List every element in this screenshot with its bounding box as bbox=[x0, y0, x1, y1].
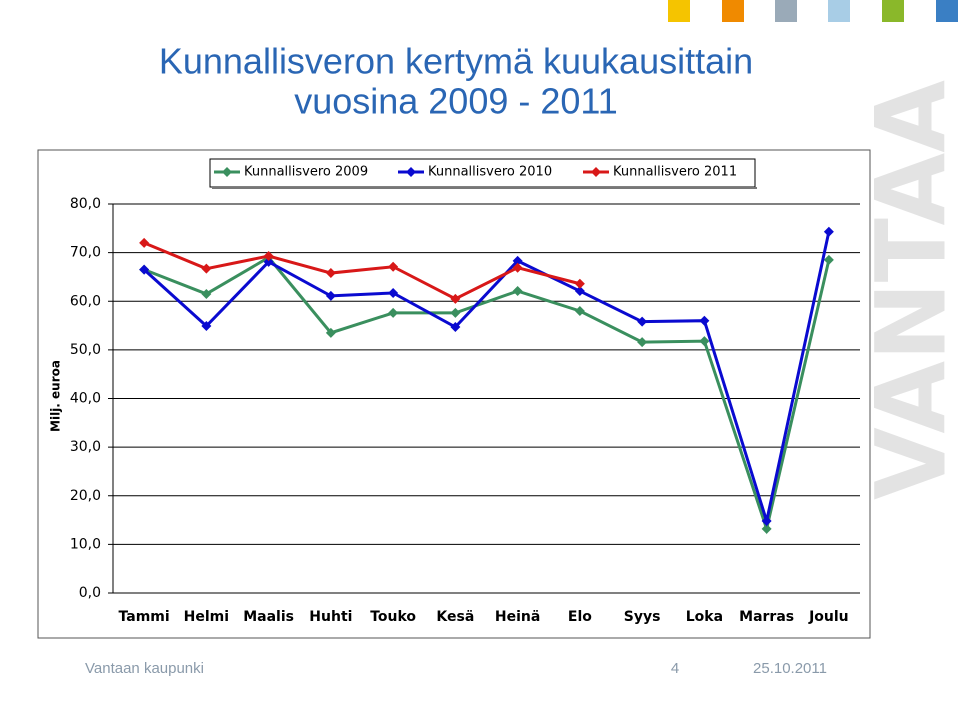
point-marker bbox=[450, 293, 461, 304]
x-tick-label: Elo bbox=[568, 609, 592, 625]
point-marker bbox=[761, 516, 772, 527]
point-marker bbox=[574, 305, 585, 316]
chart-title: Kunnallisveron kertymä kuukausittain bbox=[159, 41, 753, 82]
legend-label: Kunnallisvero 2011 bbox=[613, 165, 737, 180]
x-tick-label: Maalis bbox=[243, 609, 294, 625]
y-tick-label: 10,0 bbox=[70, 536, 101, 552]
chart-frame bbox=[37, 149, 871, 639]
point-marker bbox=[388, 261, 399, 272]
point-marker bbox=[325, 268, 336, 279]
point-marker bbox=[388, 287, 399, 298]
y-tick-label: 80,0 bbox=[70, 196, 101, 212]
y-tick-label: 70,0 bbox=[70, 245, 101, 261]
legend-box bbox=[209, 158, 756, 188]
point-marker bbox=[139, 264, 150, 275]
point-marker bbox=[263, 256, 274, 267]
point-marker bbox=[325, 327, 336, 338]
x-tick-label: Tammi bbox=[119, 609, 170, 625]
point-marker bbox=[823, 254, 834, 265]
footer-page: 4 bbox=[671, 660, 679, 677]
point-marker bbox=[139, 237, 150, 248]
footer-organization: Vantaan kaupunki bbox=[85, 660, 204, 677]
x-tick-label: Loka bbox=[686, 609, 723, 625]
point-marker bbox=[201, 321, 212, 332]
point-marker bbox=[637, 337, 648, 348]
x-tick-label: Joulu bbox=[808, 609, 849, 625]
logo-square bbox=[828, 0, 850, 22]
point-marker bbox=[201, 288, 212, 299]
point-marker bbox=[512, 262, 523, 273]
logo-square bbox=[775, 0, 797, 22]
y-tick-label: 60,0 bbox=[70, 293, 101, 309]
chart-title: vuosina 2009 - 2011 bbox=[294, 81, 618, 122]
legend-marker bbox=[222, 167, 232, 177]
legend-marker bbox=[406, 167, 416, 177]
y-tick-label: 20,0 bbox=[70, 488, 101, 504]
point-marker bbox=[823, 226, 834, 237]
logo-square bbox=[936, 0, 958, 22]
footer-date: 25.10.2011 bbox=[753, 660, 827, 677]
y-tick-label: 0,0 bbox=[79, 585, 101, 601]
logo-watermark: VANTAA bbox=[855, 80, 960, 500]
y-axis-label: Milj. euroa bbox=[49, 360, 63, 432]
point-marker bbox=[637, 316, 648, 327]
legend-shadow bbox=[212, 187, 757, 189]
series-line bbox=[143, 241, 581, 301]
y-tick-label: 30,0 bbox=[70, 439, 101, 455]
legend-marker bbox=[591, 167, 601, 177]
point-marker bbox=[450, 307, 461, 318]
series-line bbox=[143, 231, 831, 527]
series-line bbox=[143, 255, 831, 535]
legend-label: Kunnallisvero 2010 bbox=[428, 165, 552, 180]
x-tick-label: Heinä bbox=[495, 609, 540, 625]
logo-square bbox=[722, 0, 744, 22]
x-tick-label: Touko bbox=[370, 609, 416, 625]
logo-square bbox=[668, 0, 690, 22]
point-marker bbox=[450, 322, 461, 333]
x-tick-label: Syys bbox=[624, 609, 661, 625]
point-marker bbox=[201, 263, 212, 274]
point-marker bbox=[263, 251, 274, 262]
point-marker bbox=[699, 315, 710, 326]
point-marker bbox=[512, 286, 523, 297]
point-marker bbox=[325, 290, 336, 301]
y-tick-label: 40,0 bbox=[70, 391, 101, 407]
point-marker bbox=[574, 286, 585, 297]
x-tick-label: Kesä bbox=[436, 609, 474, 625]
point-marker bbox=[761, 523, 772, 534]
x-tick-label: Helmi bbox=[184, 609, 229, 625]
point-marker bbox=[388, 307, 399, 318]
y-tick-label: 50,0 bbox=[70, 342, 101, 358]
point-marker bbox=[512, 255, 523, 266]
point-marker bbox=[699, 336, 710, 347]
legend-label: Kunnallisvero 2009 bbox=[244, 165, 368, 180]
x-tick-label: Huhti bbox=[309, 609, 352, 625]
x-tick-label: Marras bbox=[739, 609, 794, 625]
logo-square bbox=[882, 0, 904, 22]
point-marker bbox=[574, 278, 585, 289]
